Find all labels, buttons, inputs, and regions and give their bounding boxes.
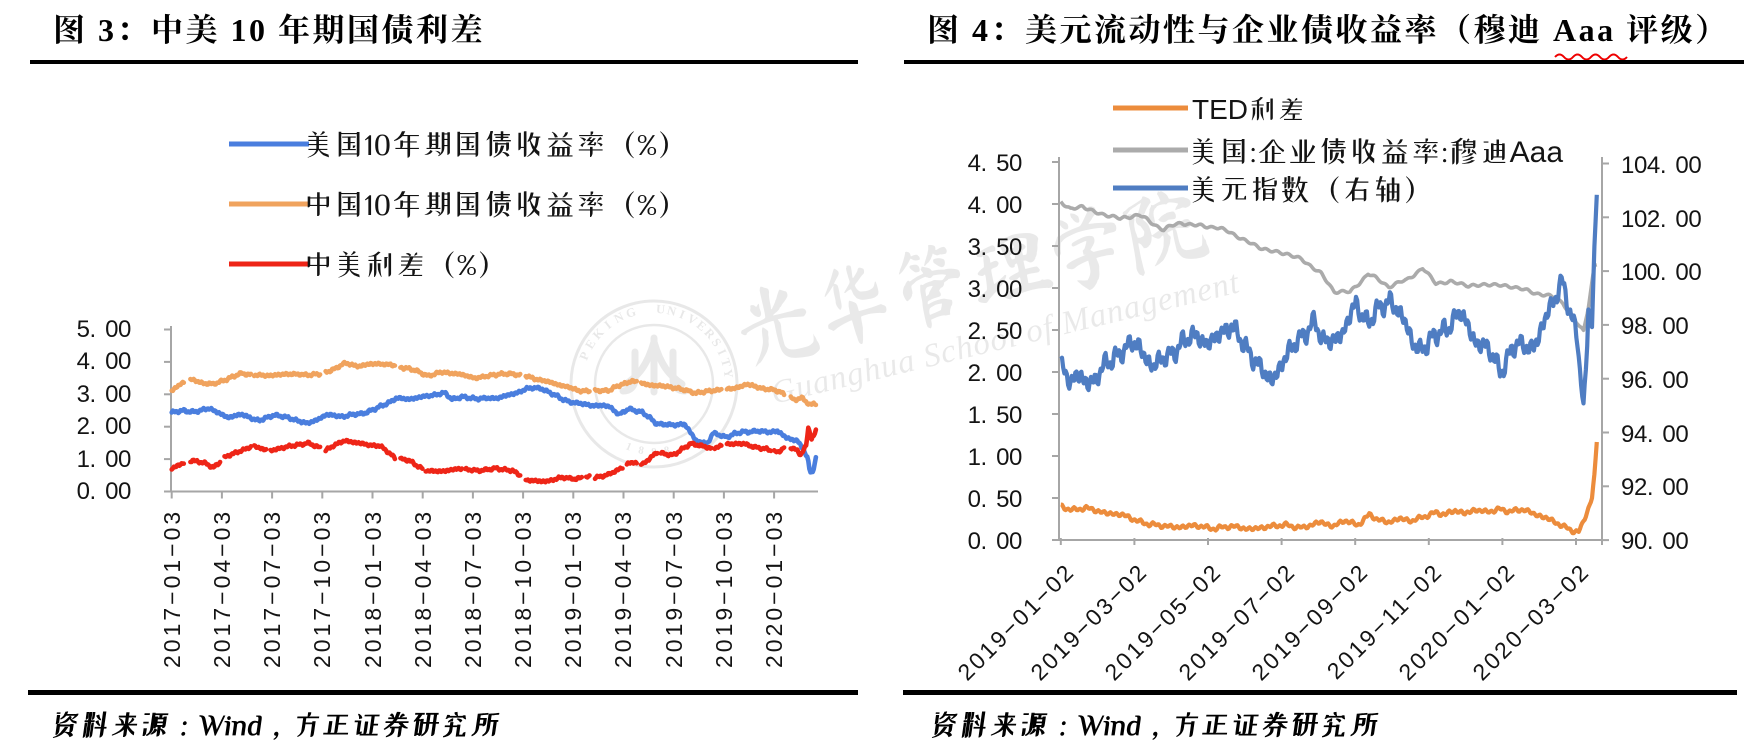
- svg-text:G: G: [624, 304, 638, 320]
- svg-text:8: 8: [637, 444, 645, 457]
- svg-text:U: U: [655, 302, 665, 317]
- svg-text:I: I: [602, 318, 615, 332]
- svg-text:8: 8: [663, 444, 671, 457]
- svg-text:I: I: [677, 307, 687, 322]
- svg-text:P: P: [577, 349, 593, 362]
- svg-text:N: N: [666, 303, 678, 319]
- svg-text:Y: Y: [721, 368, 736, 379]
- svg-text:I: I: [715, 347, 730, 357]
- svg-text:1: 1: [624, 440, 634, 453]
- svg-text:N: N: [612, 309, 627, 326]
- svg-text:T: T: [718, 357, 734, 370]
